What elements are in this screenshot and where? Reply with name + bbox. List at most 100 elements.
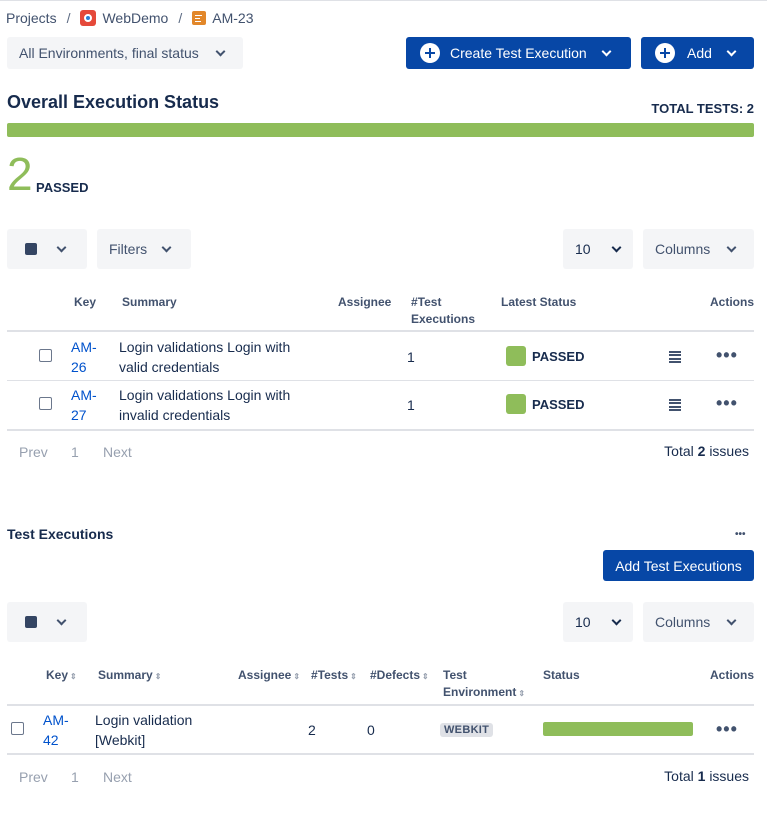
progress-passed-segment [543,722,693,736]
total-count: 2 [697,443,706,459]
column-header-latest-status[interactable]: Latest Status [501,295,577,309]
columns-label: Columns [655,241,711,257]
header-label: Test [443,668,467,682]
column-header-key[interactable]: Key [74,295,97,309]
summary-line: Login validation [95,712,193,728]
column-header-assignee[interactable]: Assignee ⇕ [238,667,300,685]
status-label: PASSED [532,348,585,364]
issue-key-part: 27 [71,407,87,423]
page-size-select[interactable]: 10 [563,229,633,269]
breadcrumb-issue[interactable]: AM-23 [212,10,254,26]
column-header-tests[interactable]: #Tests ⇕ [311,667,357,685]
execution-progress-bar [543,722,693,736]
breadcrumb-separator: / [178,10,183,26]
sort-icon: ⇕ [154,672,162,681]
column-header-environment[interactable]: Test Environment ⇕ [443,667,525,702]
plus-circle-icon [420,43,440,63]
table-header-divider [7,330,754,332]
environment-badge: WEBKIT [440,723,494,737]
issue-key-link[interactable]: AM- 26 [71,337,97,377]
header-label: Assignee [238,668,292,682]
sort-icon: ⇕ [293,672,301,681]
project-icon [80,10,97,26]
summary-line: invalid credentials [119,407,231,423]
add-button[interactable]: Add [641,37,754,69]
chevron-down-icon [56,615,67,625]
header-label: #Tests [311,668,349,682]
page-size-value: 10 [575,241,591,257]
chevron-down-icon [726,615,737,625]
total-suffix: issues [709,443,749,459]
chevron-down-icon [56,242,67,252]
checkbox-square-icon [25,616,37,628]
bulk-select-button[interactable] [7,229,87,269]
next-page-button[interactable]: Next [103,444,132,460]
chevron-down-icon [611,615,622,625]
header-label: Key [46,668,69,682]
columns-button[interactable]: Columns [643,229,754,269]
create-test-execution-button[interactable]: Create Test Execution [406,37,631,69]
next-page-button[interactable]: Next [103,769,132,785]
more-options-icon[interactable]: ••• [735,529,746,540]
column-header-actions: Actions [709,668,754,682]
checkbox-square-icon [25,243,37,255]
test-executions-title: Test Executions [7,526,114,542]
page-size-select[interactable]: 10 [563,602,633,642]
status-color-swatch [506,394,526,414]
issue-key-part: 42 [43,732,59,748]
defects-count: 0 [367,722,375,738]
issue-key-part: AM- [43,712,69,728]
overall-status-title: Overall Execution Status [7,92,220,112]
row-divider [7,380,754,381]
chevron-down-icon [215,46,226,56]
filters-label: Filters [109,241,148,257]
test-summary: Login validations Login with valid crede… [119,337,290,377]
prev-page-button[interactable]: Prev [19,769,48,785]
page-size-value: 10 [575,614,591,630]
row-checkbox[interactable] [11,722,24,735]
current-page[interactable]: 1 [71,444,79,460]
add-test-executions-button[interactable]: Add Test Executions [603,550,754,581]
column-header-status: Status [543,668,580,682]
breadcrumb: Projects / WebDemo / AM-23 [6,9,253,27]
summary-line: [Webkit] [95,732,146,748]
column-header-summary[interactable]: Summary [122,295,177,309]
chevron-down-icon [611,242,622,252]
column-header-executions[interactable]: #Test Executions [411,294,475,328]
columns-button[interactable]: Columns [643,602,754,642]
bulk-select-button[interactable] [7,602,87,642]
total-count: 1 [697,768,706,784]
issue-key-part: AM- [71,339,97,355]
prev-page-button[interactable]: Prev [19,444,48,460]
filters-button[interactable]: Filters [97,229,191,269]
column-header-key[interactable]: Key ⇕ [46,667,77,685]
sort-icon: ⇕ [518,689,526,698]
current-page[interactable]: 1 [71,769,79,785]
row-checkbox[interactable] [39,349,52,362]
list-details-icon[interactable] [669,351,681,363]
column-header-defects[interactable]: #Defects ⇕ [370,667,429,685]
column-header-summary[interactable]: Summary ⇕ [98,667,161,685]
column-header-assignee[interactable]: Assignee [338,295,392,309]
execution-count: 1 [407,397,415,413]
table-footer-divider [7,753,754,755]
row-checkbox[interactable] [39,397,52,410]
more-actions-icon[interactable]: ••• [716,719,738,739]
chevron-down-icon [726,242,737,252]
total-prefix: Total [664,768,694,784]
create-test-execution-label: Create Test Execution [450,45,587,61]
list-details-icon[interactable] [669,399,681,411]
breadcrumb-projects[interactable]: Projects [6,10,57,26]
environment-select[interactable]: All Environments, final status [7,37,243,69]
issue-key-part: 26 [71,359,87,375]
more-actions-icon[interactable]: ••• [716,393,738,413]
issue-key-link[interactable]: AM- 27 [71,385,97,425]
overall-progress-bar [7,123,754,137]
execution-key-link[interactable]: AM- 42 [43,710,69,750]
more-actions-icon[interactable]: ••• [716,345,738,365]
breadcrumb-project[interactable]: WebDemo [102,10,169,26]
passed-count: 2 [7,148,33,200]
columns-label: Columns [655,614,711,630]
summary-line: Login validations Login with [119,387,291,403]
issue-key-part: AM- [71,387,97,403]
